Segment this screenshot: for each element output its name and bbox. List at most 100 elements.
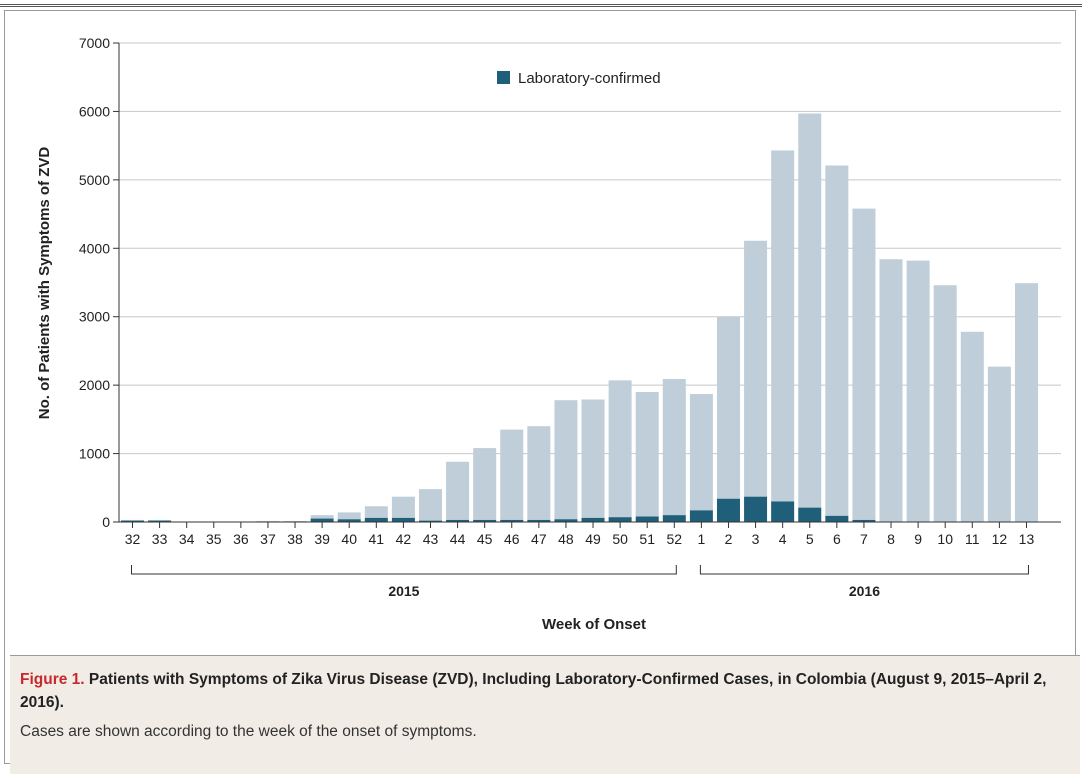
bar-laboratory-confirmed: [582, 518, 605, 522]
bar-unconfirmed: [934, 285, 957, 522]
bar-laboratory-confirmed: [311, 519, 334, 522]
bar-unconfirmed: [419, 489, 442, 520]
x-tick-label: 42: [396, 531, 412, 547]
x-tick-label: 40: [341, 531, 357, 547]
bar-unconfirmed: [121, 520, 144, 521]
bar-unconfirmed: [771, 150, 794, 501]
bar-unconfirmed: [338, 512, 361, 519]
y-tick-label: 3000: [79, 309, 110, 325]
bar-unconfirmed: [852, 209, 875, 520]
bar-laboratory-confirmed: [392, 518, 415, 522]
bar-laboratory-confirmed: [744, 497, 767, 522]
bar-unconfirmed: [663, 379, 686, 515]
x-tick-label: 50: [612, 531, 628, 547]
x-tick-label: 36: [233, 531, 249, 547]
x-tick-label: 10: [937, 531, 953, 547]
x-tick-label: 11: [965, 531, 980, 547]
bar-unconfirmed: [392, 497, 415, 518]
bar-unconfirmed: [880, 259, 903, 522]
bar-unconfirmed: [148, 520, 171, 521]
x-tick-label: 8: [887, 531, 895, 547]
year-brackets: 2015 2016: [132, 565, 1029, 599]
x-tick-label: 6: [833, 531, 841, 547]
x-tick-label: 51: [639, 531, 655, 547]
figure-caption: Figure 1. Patients with Symptoms of Zika…: [10, 655, 1080, 774]
year-bracket: [132, 565, 677, 574]
bar-unconfirmed: [744, 241, 767, 497]
bar-unconfirmed: [636, 392, 659, 517]
y-axis-title: No. of Patients with Symptoms of ZVD: [36, 147, 53, 420]
y-tick-label: 0: [102, 514, 110, 530]
x-tick-label: 2: [725, 531, 733, 547]
x-tick-label: 33: [152, 531, 168, 547]
bar-unconfirmed: [988, 367, 1011, 522]
bar-laboratory-confirmed: [690, 510, 713, 522]
x-tick-label: 41: [369, 531, 385, 547]
x-tick-label: 32: [125, 531, 141, 547]
x-tick-label: 3: [752, 531, 760, 547]
y-tick-label: 1000: [79, 446, 110, 462]
caption-text: Cases are shown according to the week of…: [20, 721, 1070, 743]
x-tick-label: 1: [697, 531, 705, 547]
x-tick-label: 5: [806, 531, 814, 547]
bar-unconfirmed: [311, 515, 334, 518]
x-tick-label: 45: [477, 531, 493, 547]
x-tick-label: 47: [531, 531, 547, 547]
bar-unconfirmed: [961, 332, 984, 522]
x-tick-label: 44: [450, 531, 466, 547]
bar-laboratory-confirmed: [365, 518, 388, 522]
y-axis-ticks: 0 1000 2000 3000 4000 5000 6000 7000: [79, 35, 119, 530]
y-tick-label: 4000: [79, 240, 110, 256]
x-tick-label: 43: [423, 531, 439, 547]
caption-title: Figure 1. Patients with Symptoms of Zika…: [20, 668, 1070, 714]
x-tick-label: 4: [779, 531, 787, 547]
x-tick-label: 7: [860, 531, 868, 547]
y-tick-label: 7000: [79, 35, 110, 51]
bar-unconfirmed: [554, 400, 577, 519]
caption-figure-label: Figure 1.: [20, 671, 85, 688]
bar-unconfirmed: [582, 400, 605, 518]
bar-unconfirmed: [690, 394, 713, 510]
x-tick-label: 39: [314, 531, 330, 547]
x-tick-label: 46: [504, 531, 520, 547]
x-tick-label: 49: [585, 531, 601, 547]
bar-unconfirmed: [527, 426, 550, 520]
year-bracket: [700, 565, 1028, 574]
bar-laboratory-confirmed: [609, 517, 632, 522]
bar-unconfirmed: [609, 380, 632, 517]
bar-unconfirmed: [825, 165, 848, 515]
year-label: 2016: [849, 583, 880, 599]
y-tick-label: 6000: [79, 103, 110, 119]
year-label: 2015: [388, 583, 419, 599]
x-tick-label: 48: [558, 531, 574, 547]
bar-unconfirmed: [473, 448, 496, 520]
x-tick-label: 52: [667, 531, 683, 547]
x-tick-label: 34: [179, 531, 195, 547]
bar-unconfirmed: [798, 113, 821, 507]
x-tick-label: 12: [992, 531, 1008, 547]
x-tick-label: 35: [206, 531, 222, 547]
bar-laboratory-confirmed: [663, 515, 686, 522]
bar-laboratory-confirmed: [717, 499, 740, 522]
legend: Laboratory-confirmed: [497, 70, 661, 87]
bar-unconfirmed: [446, 462, 469, 520]
bars: [121, 113, 1038, 522]
bar-laboratory-confirmed: [798, 508, 821, 522]
x-tick-label: 9: [914, 531, 922, 547]
legend-swatch: [497, 71, 510, 84]
bar-unconfirmed: [717, 317, 740, 499]
x-tick-label: 37: [260, 531, 276, 547]
y-tick-label: 5000: [79, 172, 110, 188]
y-tick-label: 2000: [79, 377, 110, 393]
x-axis-title: Week of Onset: [542, 616, 646, 633]
bar-laboratory-confirmed: [825, 516, 848, 522]
bar-unconfirmed: [1015, 283, 1038, 522]
bar-laboratory-confirmed: [771, 501, 794, 522]
bar-laboratory-confirmed: [636, 517, 659, 522]
x-tick-label: 13: [1019, 531, 1035, 547]
top-rule: [0, 4, 1082, 7]
caption-title-text: Patients with Symptoms of Zika Virus Dis…: [20, 671, 1046, 711]
